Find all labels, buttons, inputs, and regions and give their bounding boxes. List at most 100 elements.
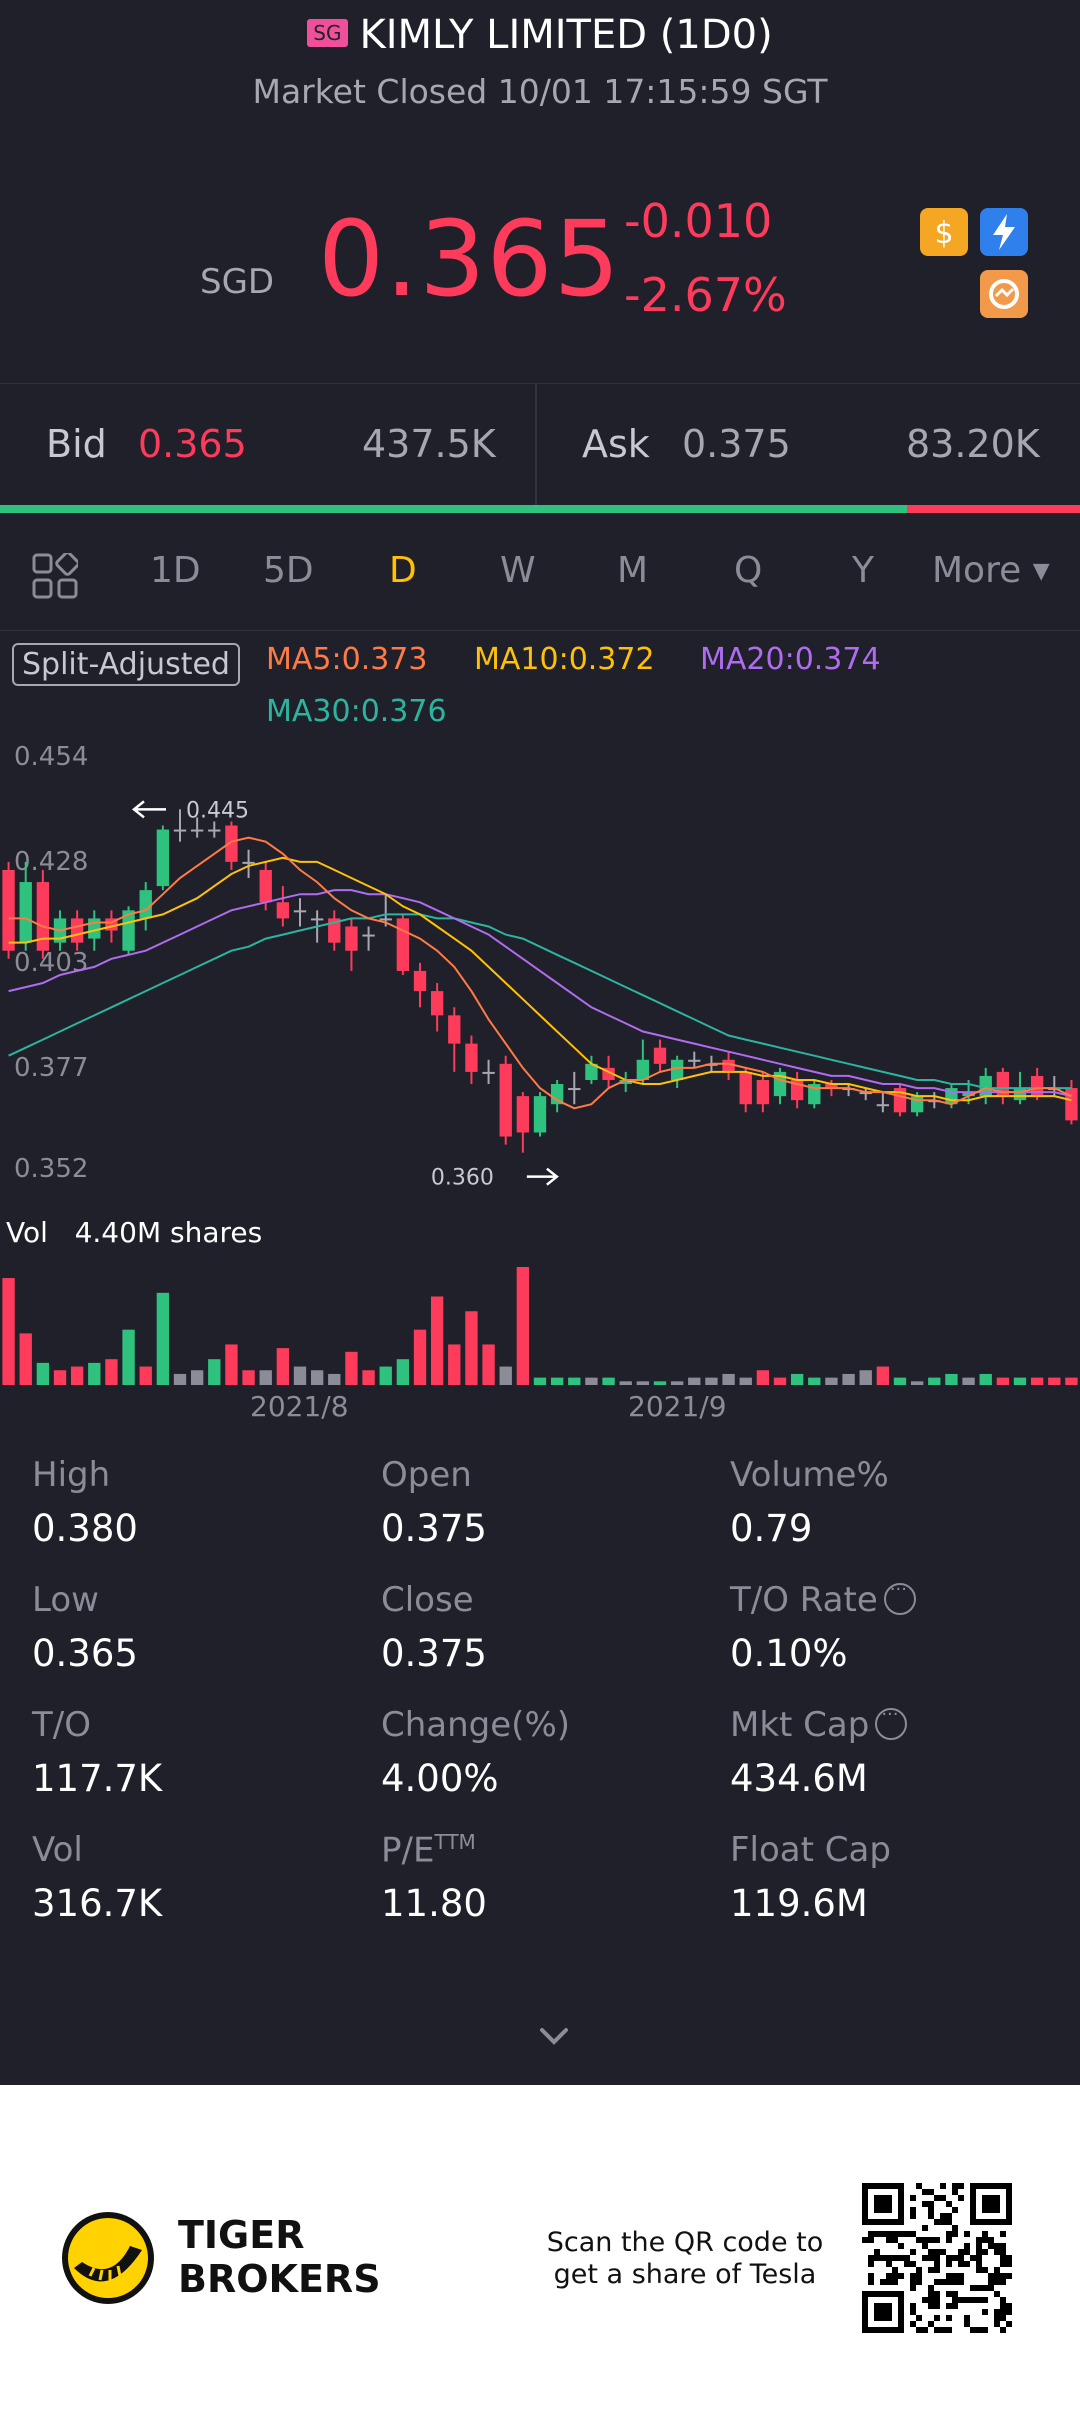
layout-grid-icon[interactable] <box>32 553 78 599</box>
qr-module <box>958 2183 964 2189</box>
ma10-label: MA10:0.372 <box>474 642 655 677</box>
qr-module <box>988 2237 994 2243</box>
candle-body <box>893 1088 907 1113</box>
qr-module <box>940 2279 946 2285</box>
candle-body <box>465 1043 478 1072</box>
candle-body <box>259 869 272 903</box>
stat-value: 117.7K <box>32 1757 163 1800</box>
lightning-icon[interactable] <box>980 208 1028 256</box>
stat-label-row: P/ETTM <box>381 1830 721 1870</box>
volume-bar <box>670 1381 684 1385</box>
qr-module <box>886 2279 892 2285</box>
qr-module <box>946 2201 952 2207</box>
qr-module <box>898 2273 904 2279</box>
qr-module <box>892 2231 898 2237</box>
tab-1d[interactable]: 1D <box>150 550 201 591</box>
qr-module <box>1000 2255 1006 2261</box>
expand-chevron-icon[interactable] <box>536 2018 572 2054</box>
volume-bar <box>825 1377 838 1385</box>
qr-module <box>916 2327 922 2333</box>
tab-y[interactable]: Y <box>852 550 874 591</box>
qr-module <box>922 2237 928 2243</box>
volume-chart[interactable] <box>0 1265 1080 1385</box>
qr-module <box>868 2273 874 2279</box>
candle-body <box>825 1084 838 1089</box>
volume-bar <box>688 1377 701 1385</box>
volume-bar <box>328 1373 341 1385</box>
volume-bar <box>122 1329 135 1385</box>
ask-label: Ask <box>582 422 650 466</box>
qr-module <box>988 2279 994 2285</box>
candle-body <box>482 1071 495 1074</box>
qr-module <box>880 2279 886 2285</box>
stat-label-row: Mkt Cap <box>730 1704 1070 1745</box>
qr-module <box>910 2249 916 2255</box>
y-tick-label: 0.352 <box>14 1154 88 1184</box>
low-arrow-icon <box>526 1167 559 1186</box>
qr-module <box>946 2231 952 2237</box>
qr-module <box>934 2255 940 2261</box>
qr-module <box>952 2231 958 2237</box>
stat-change-pct: Change(%) 4.00% <box>381 1705 721 1800</box>
qr-module <box>982 2237 988 2243</box>
volume-label: Vol 4.40M shares <box>6 1216 262 1249</box>
tab-w[interactable]: W <box>500 550 536 591</box>
candle-body <box>379 918 392 921</box>
qr-module <box>940 2183 946 2189</box>
candle-body <box>139 890 152 919</box>
volume-bar <box>139 1366 152 1385</box>
qr-module <box>934 2267 940 2273</box>
qr-module <box>946 2237 952 2243</box>
high-marker-label: 0.445 <box>186 798 249 823</box>
qr-module <box>940 2195 946 2201</box>
dollar-icon[interactable]: $ <box>920 208 968 256</box>
qr-code[interactable] <box>862 2183 1012 2333</box>
qr-module <box>922 2255 928 2261</box>
qr-module <box>904 2255 910 2261</box>
qr-module <box>952 2303 958 2309</box>
qr-module <box>964 2231 970 2237</box>
stat-value: 434.6M <box>730 1757 868 1800</box>
candle-body <box>1013 1088 1027 1101</box>
qr-module <box>946 2273 952 2279</box>
y-tick-label: 0.377 <box>14 1053 88 1083</box>
split-adjusted-button[interactable]: Split-Adjusted <box>12 643 240 686</box>
qr-module <box>976 2285 982 2291</box>
tab-more[interactable]: More ▼ <box>932 550 1050 591</box>
qr-module <box>922 2243 928 2249</box>
tab-d[interactable]: D <box>389 550 417 591</box>
qr-module <box>1000 2297 1006 2303</box>
ma20-line <box>8 889 1072 1098</box>
volume-bar <box>293 1366 307 1385</box>
qr-module <box>910 2285 916 2291</box>
candle-body <box>448 1015 461 1044</box>
candle-body <box>619 1079 632 1085</box>
stat-label: T/O Rate <box>730 1580 878 1620</box>
tab-m[interactable]: M <box>617 550 649 591</box>
qr-module <box>982 2231 988 2237</box>
qr-module <box>964 2249 970 2255</box>
more-info-icon[interactable] <box>875 1704 908 1740</box>
volume-bar <box>550 1377 564 1385</box>
qr-module <box>994 2273 1000 2279</box>
tab-5d[interactable]: 5D <box>263 550 314 591</box>
stat-value: 11.80 <box>381 1882 487 1926</box>
more-info-icon[interactable] <box>883 1579 916 1615</box>
tab-q[interactable]: Q <box>734 550 763 591</box>
qr-module <box>1000 2261 1006 2267</box>
stock-title: KIMLY LIMITED (1D0) <box>359 12 773 58</box>
candle-body <box>533 1096 547 1133</box>
exchange-icon[interactable] <box>980 270 1028 318</box>
qr-module <box>886 2231 892 2237</box>
ma30-label: MA30:0.376 <box>266 694 447 729</box>
qr-module <box>994 2267 1000 2273</box>
qr-module <box>952 2297 958 2303</box>
qr-module <box>868 2279 874 2285</box>
qr-module <box>934 2291 940 2297</box>
candle-body <box>208 829 221 832</box>
qr-module <box>904 2231 910 2237</box>
volume-bar <box>482 1344 495 1385</box>
candle-body <box>756 1079 770 1105</box>
volume-bar <box>516 1267 530 1385</box>
